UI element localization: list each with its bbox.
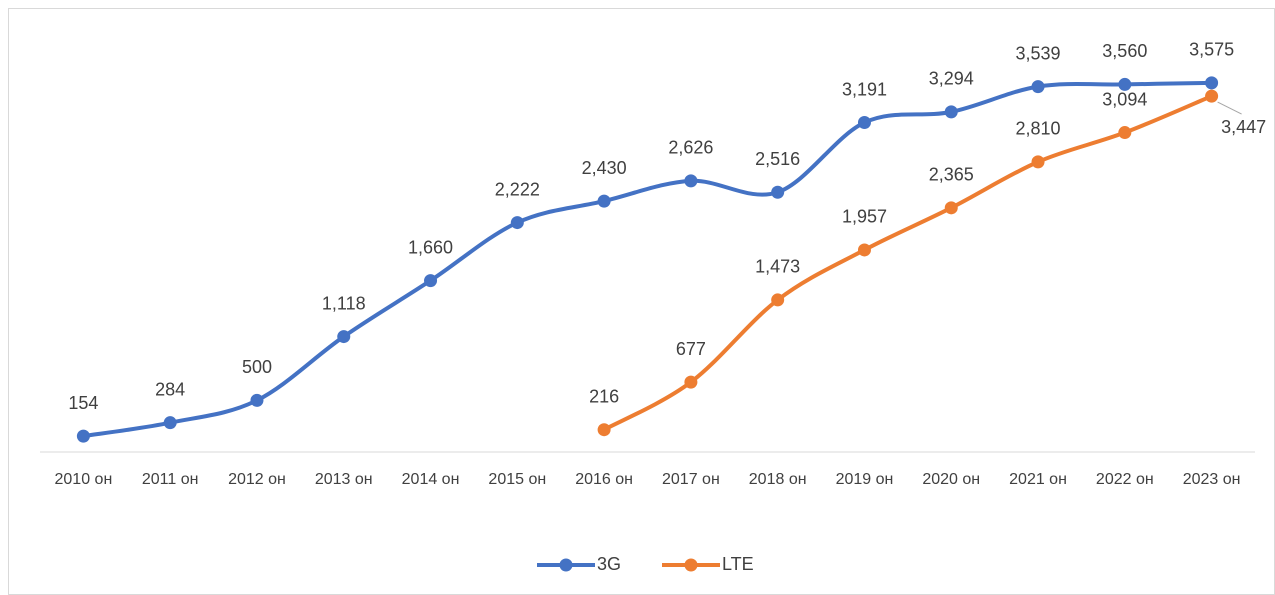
legend-label: LTE (722, 554, 754, 574)
x-tick-label: 2019 он (836, 471, 894, 488)
x-tick-label: 2010 он (55, 471, 113, 488)
data-point (76, 429, 90, 443)
legend-marker (559, 558, 573, 572)
data-label: 500 (242, 357, 272, 377)
data-label: 2,626 (668, 138, 713, 158)
data-point (1205, 89, 1219, 103)
data-label: 3,094 (1102, 89, 1147, 109)
data-label: 216 (589, 386, 619, 406)
x-tick-label: 2021 он (1009, 471, 1067, 488)
data-label: 3,191 (842, 79, 887, 99)
data-label: 3,575 (1189, 40, 1234, 60)
data-label: 1,118 (322, 293, 366, 313)
data-label: 1,473 (755, 257, 800, 277)
data-point (1118, 77, 1132, 91)
data-point (1205, 76, 1219, 90)
data-point (1031, 80, 1045, 94)
data-label: 677 (676, 339, 706, 359)
legend-label: 3G (597, 554, 621, 574)
data-label: 284 (155, 379, 185, 399)
data-point (944, 201, 958, 215)
data-label: 3,560 (1102, 41, 1147, 61)
chart-frame (8, 8, 1275, 595)
data-point (597, 423, 611, 437)
data-label: 2,810 (1016, 119, 1061, 139)
data-point (857, 243, 871, 257)
data-point (510, 216, 524, 230)
data-point (1031, 155, 1045, 169)
data-point (1118, 126, 1132, 140)
x-tick-label: 2011 он (142, 471, 199, 488)
leader-line (1217, 101, 1242, 115)
x-tick-label: 2018 он (749, 471, 807, 488)
x-tick-label: 2014 он (402, 471, 460, 488)
data-label: 2,365 (929, 165, 974, 185)
x-tick-label: 2013 он (315, 471, 373, 488)
data-point (857, 116, 871, 130)
data-label: 3,539 (1016, 43, 1061, 63)
x-tick-label: 2012 он (228, 471, 286, 488)
series-line (81, 80, 1214, 439)
data-label: 3,447 (1221, 117, 1266, 137)
data-label: 1,957 (842, 207, 887, 227)
x-tick-label: 2016 он (575, 471, 633, 488)
data-label: 154 (68, 393, 98, 413)
data-point (597, 194, 611, 208)
legend-marker (684, 558, 698, 572)
data-label: 2,430 (582, 158, 627, 178)
data-point (424, 274, 438, 288)
series-line (602, 94, 1214, 432)
data-label: 1,660 (408, 237, 453, 257)
data-point (684, 174, 698, 188)
data-point (250, 393, 264, 407)
data-label: 2,516 (755, 149, 800, 169)
x-tick-label: 2017 он (662, 471, 720, 488)
data-label: 3,294 (929, 69, 974, 89)
data-point (944, 105, 958, 119)
data-point (684, 375, 698, 389)
data-point (771, 185, 785, 199)
x-tick-label: 2015 он (488, 471, 546, 488)
x-tick-label: 2020 он (922, 471, 980, 488)
x-tick-label: 2022 он (1096, 471, 1154, 488)
data-point (771, 293, 785, 307)
data-point (337, 330, 351, 344)
data-point (163, 416, 177, 430)
data-label: 2,222 (495, 179, 540, 199)
x-tick-label: 2023 он (1183, 471, 1241, 488)
